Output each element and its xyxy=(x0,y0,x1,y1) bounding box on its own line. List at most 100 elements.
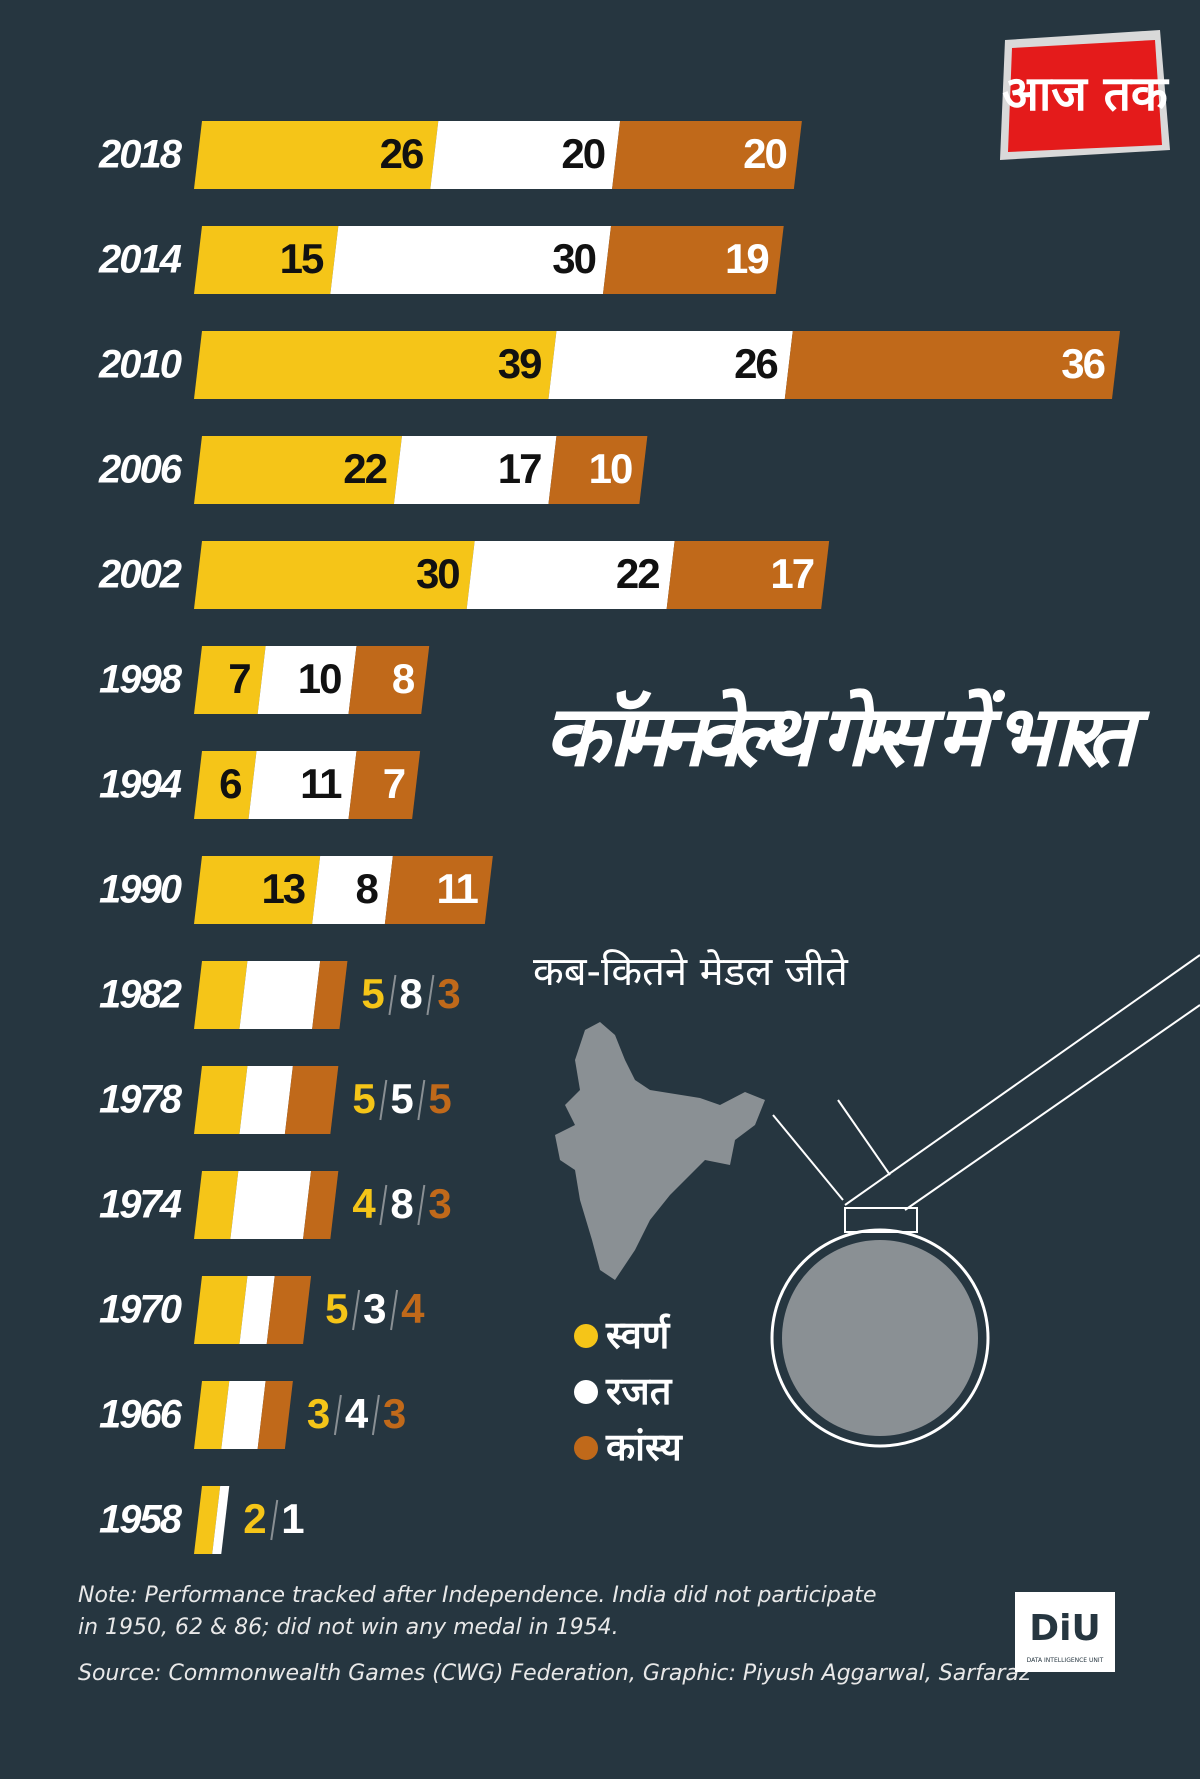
bar-segment xyxy=(666,541,830,609)
value-label: 4 xyxy=(401,1285,425,1332)
bar-segment xyxy=(430,121,621,189)
bar-segment xyxy=(194,226,339,294)
medal-ring xyxy=(770,1228,990,1448)
legend-swatch xyxy=(574,1436,598,1460)
value-label: 3 xyxy=(437,970,459,1017)
value-label: 5 xyxy=(428,1075,451,1122)
bar-segment xyxy=(312,856,393,924)
bar-segment xyxy=(230,1171,312,1239)
label-separator xyxy=(352,1289,361,1331)
value-label: 8 xyxy=(392,655,415,702)
value-label: 3 xyxy=(363,1285,385,1332)
bar-segment xyxy=(221,1381,266,1449)
value-label: 2 xyxy=(243,1495,265,1542)
value-label: 3 xyxy=(383,1390,405,1437)
value-label: 3 xyxy=(307,1390,329,1437)
value-label: 26 xyxy=(734,340,777,387)
y-tick-label: 2018 xyxy=(98,133,183,177)
note-line: in 1950, 62 & 86; did not win any medal … xyxy=(78,1615,619,1640)
bar-segment xyxy=(284,1066,339,1134)
value-label: 19 xyxy=(725,235,768,282)
ribbon xyxy=(844,954,1200,1206)
badge: DiU DATA INTELLIGENCE UNIT xyxy=(1015,1592,1115,1672)
source: Source: Commonwealth Games (CWG) Federat… xyxy=(78,1661,1031,1686)
legend-label: रजत xyxy=(605,1369,673,1413)
bar-segment xyxy=(194,1276,248,1344)
label-separator xyxy=(390,1289,399,1331)
label-separator xyxy=(379,1079,388,1121)
y-tick-label: 2006 xyxy=(98,448,183,492)
y-tick-label: 1982 xyxy=(99,973,182,1017)
bar-segment xyxy=(393,436,557,504)
y-tick-label: 1970 xyxy=(99,1288,182,1332)
value-label: 22 xyxy=(343,445,386,492)
label-separator xyxy=(333,1394,342,1436)
y-tick-label: 1966 xyxy=(99,1393,183,1437)
brand-logo: आज तक xyxy=(1000,30,1170,160)
value-label: 22 xyxy=(616,550,659,597)
value-label: 39 xyxy=(498,340,541,387)
value-label: 5 xyxy=(352,1075,375,1122)
label-separator xyxy=(426,974,435,1016)
value-label: 4 xyxy=(345,1390,369,1437)
value-label: 26 xyxy=(380,130,423,177)
bar-segment xyxy=(194,1066,248,1134)
value-label: 17 xyxy=(770,550,813,597)
bar-segment xyxy=(194,1171,239,1239)
bar-segment xyxy=(194,121,439,189)
bar-segment xyxy=(330,226,612,294)
value-label: 1 xyxy=(281,1495,304,1542)
bar-segment xyxy=(194,331,557,399)
ribbon xyxy=(837,1099,891,1176)
bar-segment xyxy=(784,331,1120,399)
label-separator xyxy=(388,974,397,1016)
y-tick-label: 1994 xyxy=(99,763,182,807)
bar-segment xyxy=(348,751,421,819)
bar-segment xyxy=(548,331,793,399)
value-label: 3 xyxy=(428,1180,450,1227)
value-label: 5 xyxy=(390,1075,413,1122)
india-map xyxy=(555,1022,765,1280)
chart-title: कॉमनवेल्थ गेम्स में भारत xyxy=(544,687,1150,785)
bar-segment xyxy=(194,436,402,504)
value-label: 5 xyxy=(325,1285,348,1332)
bar-segment xyxy=(312,961,348,1029)
logo-text: आज तक xyxy=(1002,66,1170,122)
legend-label: स्वर्ण xyxy=(605,1313,671,1357)
label-separator xyxy=(417,1184,426,1226)
badge-bg xyxy=(1015,1592,1115,1672)
bar-segment xyxy=(266,1276,312,1344)
y-tick-label: 2002 xyxy=(98,553,182,597)
chart-subtitle: कब-कितने मेडल जीते xyxy=(533,949,849,995)
bar-segment xyxy=(194,541,475,609)
bar-segment xyxy=(303,1171,339,1239)
bar-segment xyxy=(194,751,257,819)
bar-segment xyxy=(194,856,321,924)
label-separator xyxy=(379,1184,388,1226)
value-label: 7 xyxy=(383,760,405,807)
value-label: 7 xyxy=(228,655,250,702)
label-separator xyxy=(371,1394,380,1436)
label-separator xyxy=(417,1079,426,1121)
value-label: 8 xyxy=(399,970,422,1017)
y-tick-label: 1974 xyxy=(99,1183,182,1227)
value-label: 5 xyxy=(361,970,384,1017)
value-label: 10 xyxy=(589,445,632,492)
legend-swatch xyxy=(574,1380,598,1404)
medal-disc xyxy=(782,1240,978,1436)
bar-segment xyxy=(239,1276,275,1344)
bar-segment xyxy=(548,436,648,504)
badge-text: DiU xyxy=(1029,1608,1100,1649)
value-label: 6 xyxy=(219,760,241,807)
bar-segment xyxy=(257,646,357,714)
bar-segment xyxy=(239,961,321,1029)
bar-segment xyxy=(239,1066,293,1134)
value-label: 20 xyxy=(743,130,786,177)
label-separator xyxy=(270,1499,279,1541)
bar-segment xyxy=(257,1381,293,1449)
bar-segment xyxy=(212,1486,230,1554)
y-tick-label: 2014 xyxy=(98,238,182,282)
y-tick-label: 1958 xyxy=(99,1498,183,1542)
legend-label: कांस्य xyxy=(605,1425,684,1469)
